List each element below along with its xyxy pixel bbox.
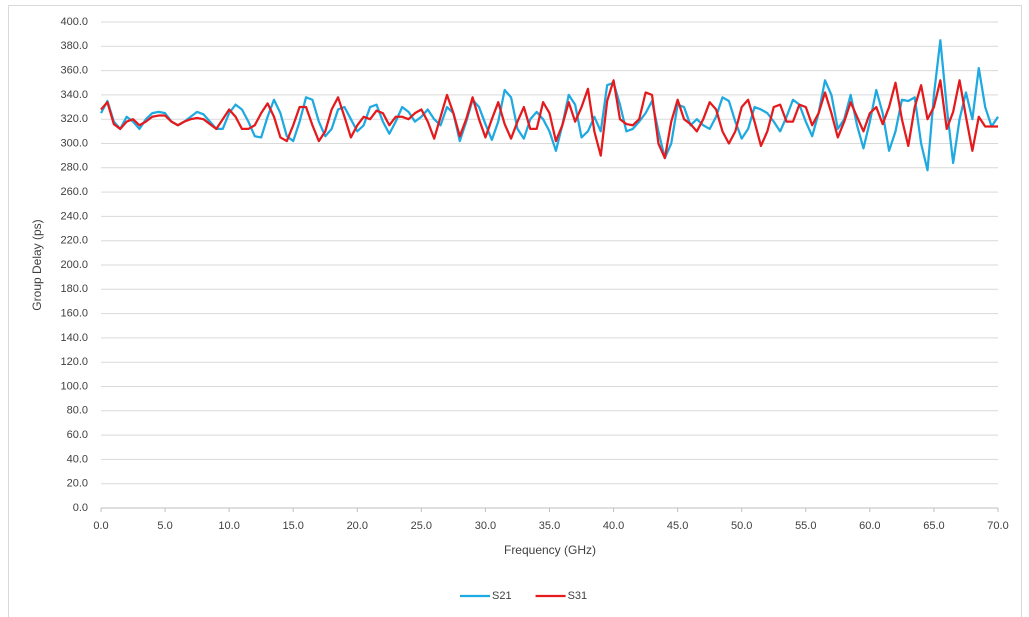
y-tick-label: 40.0 [67,453,88,465]
y-tick-label: 80.0 [67,405,88,417]
x-axis-title: Frequency (GHz) [504,543,596,557]
x-tick-label: 55.0 [795,520,816,532]
y-tick-label: 320.0 [60,113,88,125]
x-tick-label: 15.0 [283,520,304,532]
x-tick-label: 65.0 [923,520,944,532]
x-tick-label: 35.0 [539,520,560,532]
y-tick-label: 300.0 [60,137,88,149]
x-tick-label: 50.0 [731,520,752,532]
y-tick-label: 100.0 [60,380,88,392]
x-tick-label: 70.0 [987,520,1008,532]
x-tick-label: 20.0 [347,520,368,532]
x-tick-label: 30.0 [475,520,496,532]
y-tick-label: 140.0 [60,332,88,344]
x-tick-label: 5.0 [157,520,172,532]
x-tick-label: 45.0 [667,520,688,532]
y-tick-label: 240.0 [60,210,88,222]
y-tick-label: 360.0 [60,65,88,77]
y-tick-label: 120.0 [60,356,88,368]
legend-label: S21 [492,590,512,602]
x-tick-label: 25.0 [411,520,432,532]
y-tick-label: 200.0 [60,259,88,271]
y-axis-title: Group Delay (ps) [30,219,44,310]
x-tick-label: 10.0 [218,520,239,532]
y-tick-label: 380.0 [60,40,88,52]
x-tick-label: 0.0 [93,520,108,532]
y-tick-label: 60.0 [67,429,88,441]
legend-label: S31 [568,590,588,602]
x-tick-label: 60.0 [859,520,880,532]
x-tick-label: 40.0 [603,520,624,532]
y-tick-label: 160.0 [60,308,88,320]
y-tick-label: 280.0 [60,162,88,174]
y-tick-label: 220.0 [60,235,88,247]
y-tick-label: 180.0 [60,283,88,295]
line-series [100,79,998,160]
y-tick-label: 0.0 [73,502,88,514]
y-tick-label: 20.0 [67,478,88,490]
y-tick-label: 400.0 [60,16,88,28]
y-tick-label: 340.0 [60,89,88,101]
y-tick-label: 260.0 [60,186,88,198]
